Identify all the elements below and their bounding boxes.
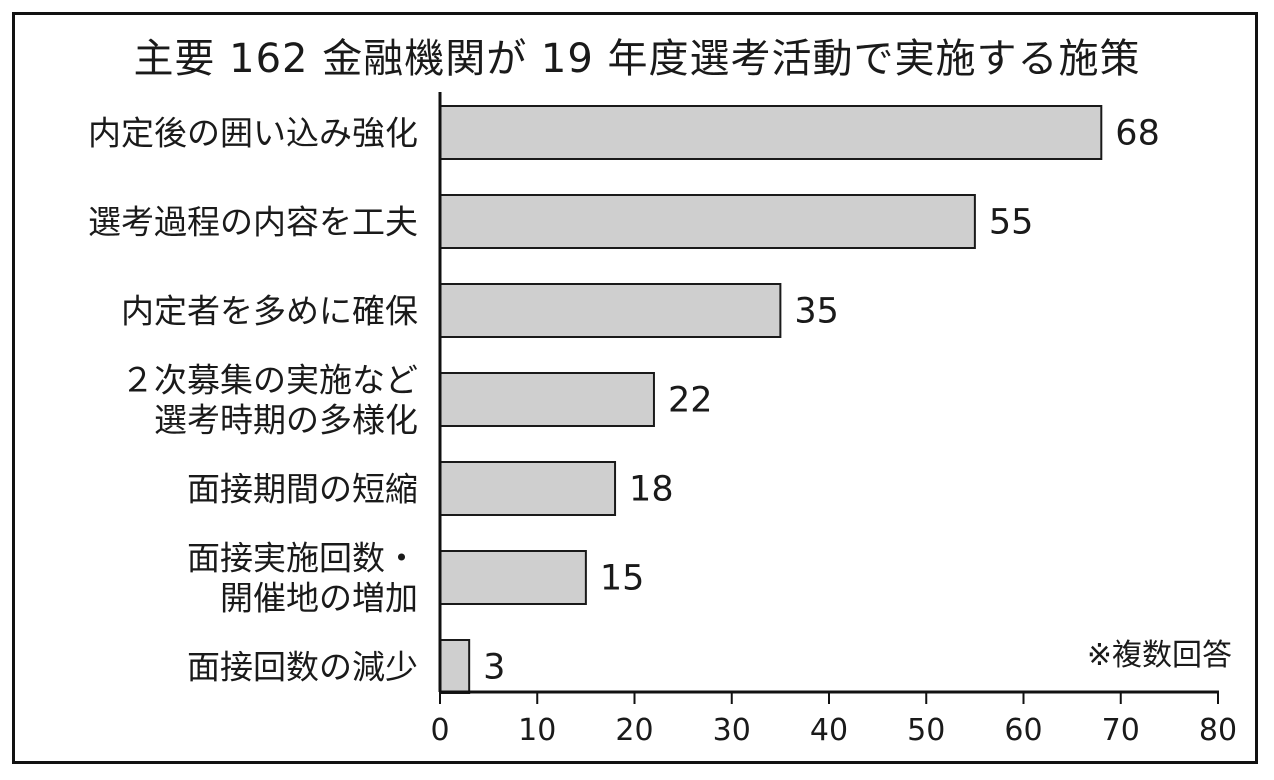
- x-tick-label: 20: [615, 713, 653, 748]
- x-tick-label: 30: [713, 713, 751, 748]
- chart-title: 主要 162 金融機関が 19 年度選考活動で実施する施策: [133, 36, 1141, 82]
- category-label: 開催地の増加: [220, 579, 418, 618]
- note-text: ※複数回答: [1087, 638, 1232, 673]
- category-label: 面接期間の短縮: [187, 470, 418, 509]
- x-tick-label: 10: [518, 713, 556, 748]
- data-label: 68: [1115, 114, 1160, 154]
- data-label: 15: [600, 559, 645, 599]
- data-label: 3: [483, 648, 505, 688]
- bar: [439, 461, 617, 516]
- category-label: 面接回数の減少: [187, 648, 418, 687]
- x-tick-label: 50: [907, 713, 945, 748]
- x-tick-label: 60: [1004, 713, 1042, 748]
- x-tick-label: 70: [1102, 713, 1140, 748]
- bar: [439, 283, 782, 338]
- data-label: 55: [989, 203, 1034, 243]
- data-label: 22: [668, 381, 713, 421]
- category-label: 面接実施回数・: [187, 539, 418, 578]
- bar: [439, 372, 655, 427]
- bar: [439, 550, 587, 605]
- bar: [439, 639, 471, 694]
- category-label: 内定者を多めに確保: [121, 292, 418, 331]
- x-tick-label: 40: [810, 713, 848, 748]
- x-tick-label: 0: [430, 713, 449, 748]
- category-label: 内定後の囲い込み強化: [88, 114, 418, 153]
- bar: [439, 105, 1103, 160]
- data-label: 18: [629, 470, 674, 510]
- category-label: ２次募集の実施など: [121, 361, 418, 400]
- x-tick-label: 80: [1199, 713, 1237, 748]
- category-label: 選考過程の内容を工夫: [88, 203, 418, 242]
- category-label: 選考時期の多様化: [154, 401, 418, 440]
- data-label: 35: [794, 292, 839, 332]
- bar: [439, 194, 976, 249]
